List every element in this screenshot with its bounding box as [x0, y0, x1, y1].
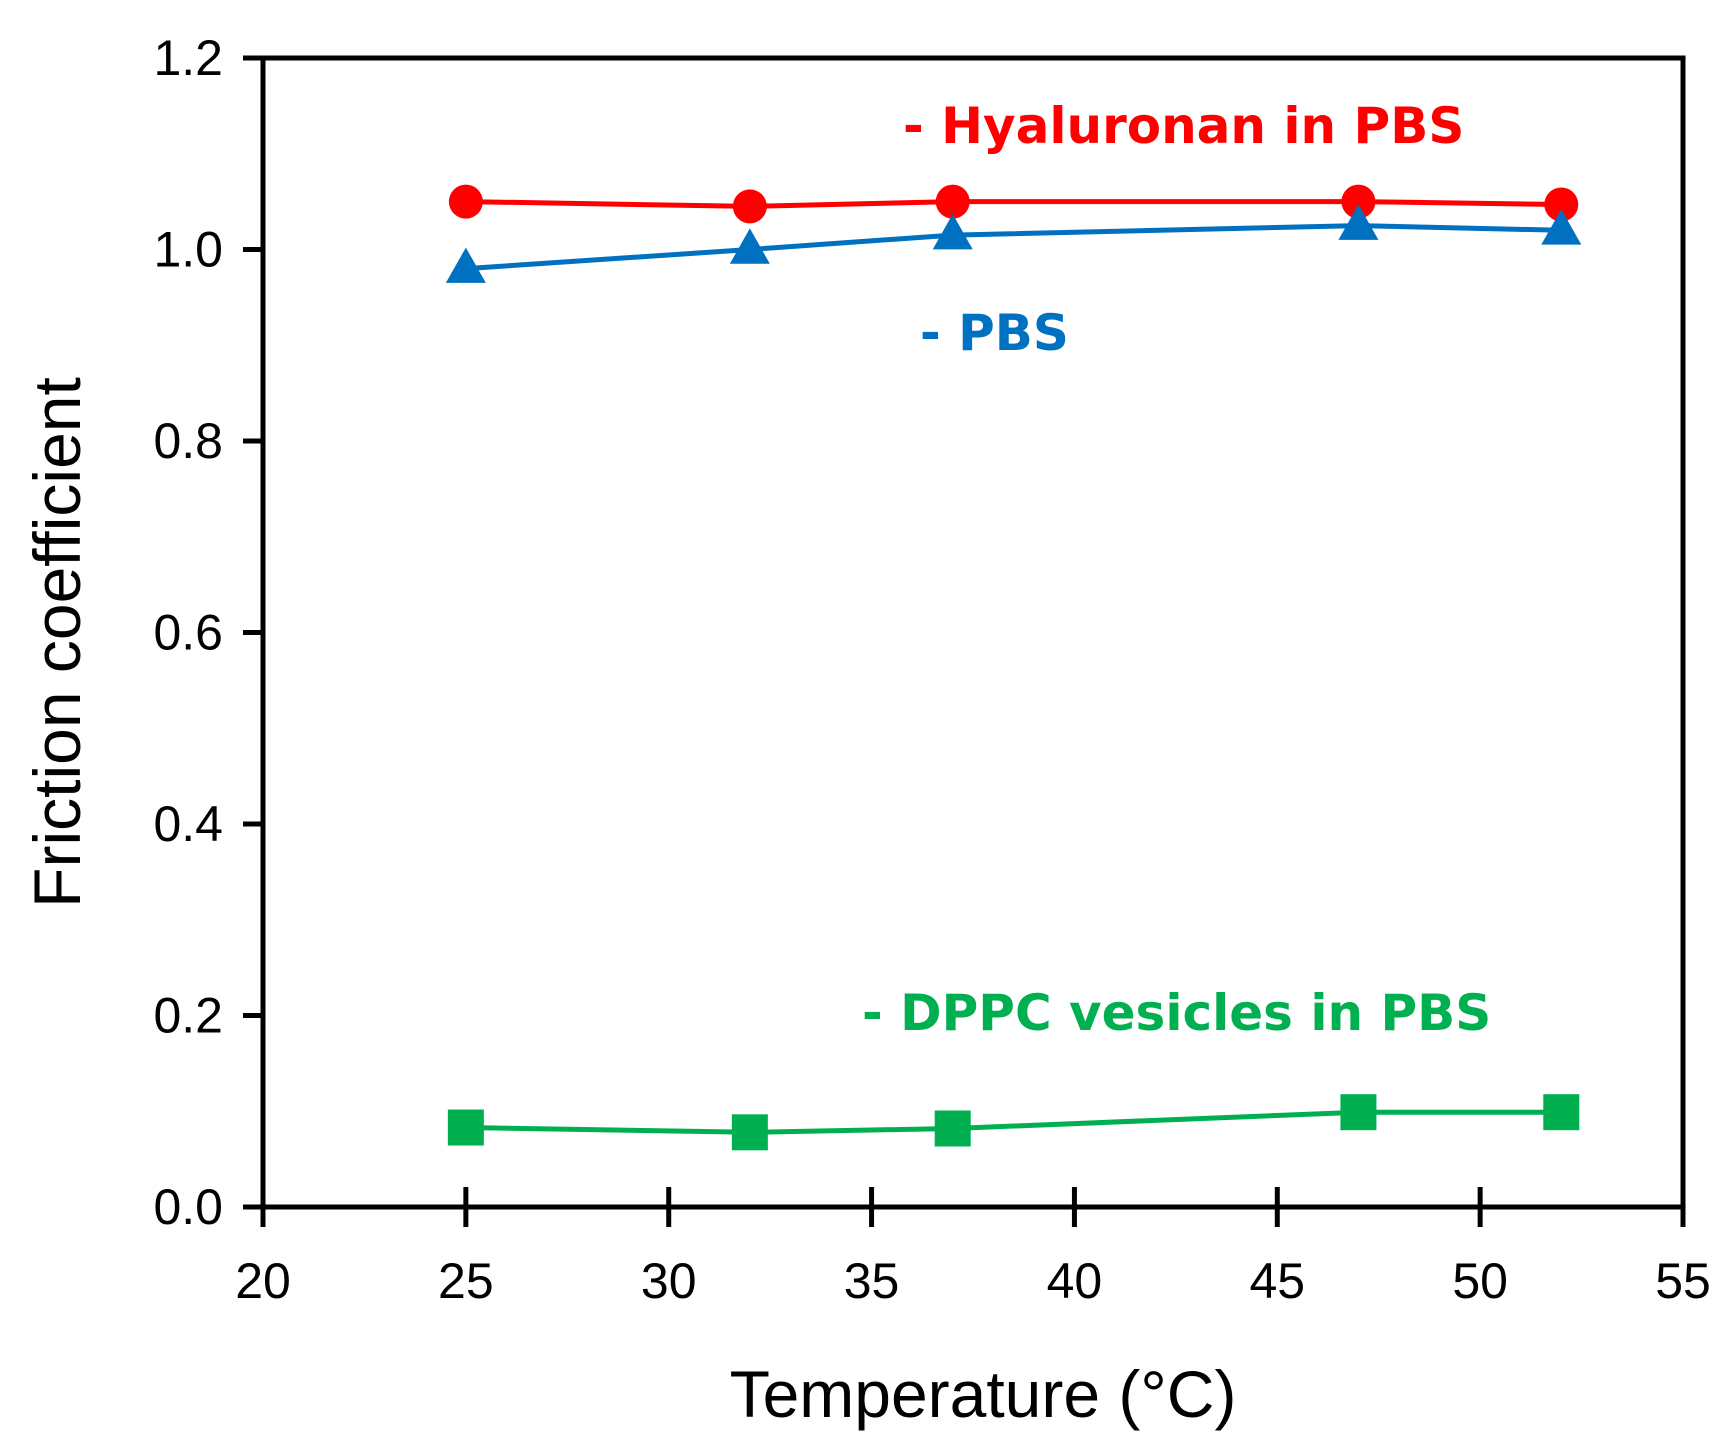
- series: [445, 184, 1582, 1151]
- y-axis-title: Friction coefficient: [20, 377, 94, 908]
- pbs-data-point: [1338, 204, 1379, 240]
- hyaluronan-data-point: [1544, 187, 1579, 222]
- x-tick-label: 55: [1655, 1253, 1711, 1309]
- dppc-data-point: [1543, 1094, 1580, 1131]
- x-tick-label: 50: [1452, 1253, 1508, 1309]
- hyaluronan-data-point: [732, 189, 767, 224]
- y-tick-label: 1.0: [153, 222, 223, 278]
- pbs-data-point: [932, 214, 973, 250]
- pbs-series-line: [465, 223, 1562, 272]
- pbs-data-point: [1541, 209, 1582, 245]
- x-tick-label: 20: [235, 1253, 291, 1309]
- y-tick-label: 0.6: [153, 605, 223, 661]
- hyaluronan-data-point: [935, 184, 970, 219]
- y-tick-label: 1.2: [153, 30, 223, 86]
- axes: [243, 55, 1686, 1227]
- x-tick-label: 35: [844, 1253, 900, 1309]
- labels: 0.0 0.2 0.4 0.6 0.8 1.0 1.2 20 25 30 35 40 45 50 55 Tem…: [20, 30, 1711, 1431]
- y-tick-label: 0.2: [153, 988, 223, 1044]
- hyaluronan-data-point: [448, 184, 483, 219]
- x-axis-title: Temperature (°C): [730, 1357, 1237, 1431]
- y-tick-label: 0.0: [153, 1179, 223, 1235]
- x-tick-label: 25: [438, 1253, 494, 1309]
- hyaluronan-data-point: [1341, 184, 1376, 219]
- dppc-data-point: [731, 1114, 768, 1151]
- dppc-legend-label: - DPPC vesicles in PBS: [862, 984, 1491, 1042]
- dppc-data-point: [1340, 1094, 1377, 1131]
- hyaluronan-legend-label: - Hyaluronan in PBS: [903, 97, 1464, 155]
- pbs-data-point: [445, 247, 486, 283]
- x-tick-label: 40: [1047, 1253, 1103, 1309]
- x-tick-label: 30: [641, 1253, 697, 1309]
- y-tick-label: 0.8: [153, 413, 223, 469]
- pbs-data-point: [729, 228, 770, 264]
- y-tick-label: 0.4: [153, 796, 223, 852]
- dppc-series-line: [465, 1109, 1562, 1135]
- dppc-data-point: [447, 1109, 484, 1146]
- pbs-legend-label: - PBS: [920, 304, 1069, 362]
- x-tick-label: 45: [1249, 1253, 1305, 1309]
- dppc-data-point: [934, 1110, 971, 1147]
- hyaluronan-series-line: [465, 199, 1562, 209]
